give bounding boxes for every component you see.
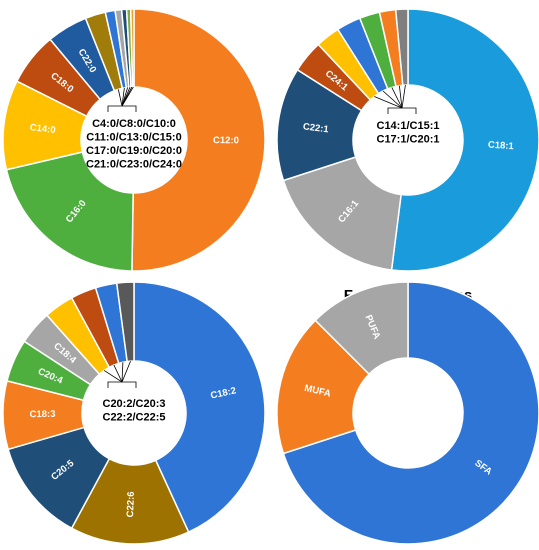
callout-label-sfa-0: C4:0/C8:0/C10:0 bbox=[92, 118, 176, 130]
slice-label-mufa-2: C22:1 bbox=[302, 121, 330, 135]
callout-label-sfa-3: C21:0/C23:0/C24:0 bbox=[86, 158, 182, 170]
slice-classes-0 bbox=[282, 281, 539, 545]
callout-bracket-pufa bbox=[107, 381, 137, 388]
callout-leader-pufa-2 bbox=[121, 362, 124, 383]
callout-bracket-sfa bbox=[107, 105, 137, 112]
callout-leader-mufa-3 bbox=[398, 85, 403, 109]
callout-label-sfa-2: C17:0/C19:0/C20:0 bbox=[86, 145, 182, 157]
callout-label-pufa-1: C22:2/C22:5 bbox=[103, 411, 166, 423]
donut-chart-mufa: MUFAC18:1C16:1C22:1C24:1C14:1/C15:1C17:1… bbox=[276, 8, 539, 272]
slice-label-sfa-0: C12:0 bbox=[213, 135, 239, 146]
callout-leader-mufa-2 bbox=[391, 87, 403, 109]
callout-leader-pufa-1 bbox=[113, 364, 123, 383]
slice-label-pufa-0: C18:2 bbox=[210, 385, 238, 401]
callout-bracket-mufa bbox=[387, 107, 417, 114]
callout-leader-sfa-1 bbox=[121, 87, 125, 107]
slice-sfa-0 bbox=[131, 8, 266, 272]
callout-leader-sfa-5 bbox=[121, 86, 134, 107]
callout-leader-mufa-0 bbox=[374, 96, 403, 109]
slice-pufa-0 bbox=[133, 281, 266, 534]
callout-leader-mufa-1 bbox=[382, 90, 403, 109]
callout-label-sfa-1: C11:0/C13:0/C15:0 bbox=[86, 131, 181, 143]
slice-mufa-1 bbox=[282, 156, 402, 271]
slice-mufa-0 bbox=[390, 8, 539, 272]
slice-sfa-10 bbox=[129, 8, 135, 88]
slice-sfa-1 bbox=[5, 151, 134, 272]
slice-label-sfa-2: C14:0 bbox=[29, 122, 56, 136]
slice-mufa-8 bbox=[394, 8, 409, 87]
callout-label-mufa-1: C17:1/C20:1 bbox=[377, 133, 440, 145]
slice-label-pufa-1: C22:6 bbox=[125, 491, 137, 517]
donut-chart-classes: Fatty acid classesSFAMUFAPUFA bbox=[276, 281, 539, 545]
callout-leader-pufa-0 bbox=[103, 370, 123, 383]
donut-chart-sfa: SFAC12:0C16:0C14:0C18:0C22:0C4:0/C8:0/C1… bbox=[2, 8, 266, 272]
callout-label-mufa-0: C14:1/C15:1 bbox=[377, 120, 440, 132]
callout-label-pufa-0: C20:2/C20:3 bbox=[103, 398, 166, 410]
slice-pufa-9 bbox=[115, 281, 135, 363]
callout-leader-sfa-0 bbox=[117, 89, 123, 107]
slice-label-pufa-3: C18:3 bbox=[29, 409, 55, 420]
donut-chart-pufa: PUFAC18:2C22:6C20:5C18:3C20:4C18:4C20:2/… bbox=[2, 281, 266, 545]
callout-leader-mufa-4 bbox=[401, 85, 406, 109]
slice-classes-2 bbox=[314, 281, 409, 376]
slice-label-mufa-0: C18:1 bbox=[488, 140, 515, 153]
slice-classes-1 bbox=[276, 319, 371, 455]
callout-leader-pufa-3 bbox=[121, 360, 131, 383]
